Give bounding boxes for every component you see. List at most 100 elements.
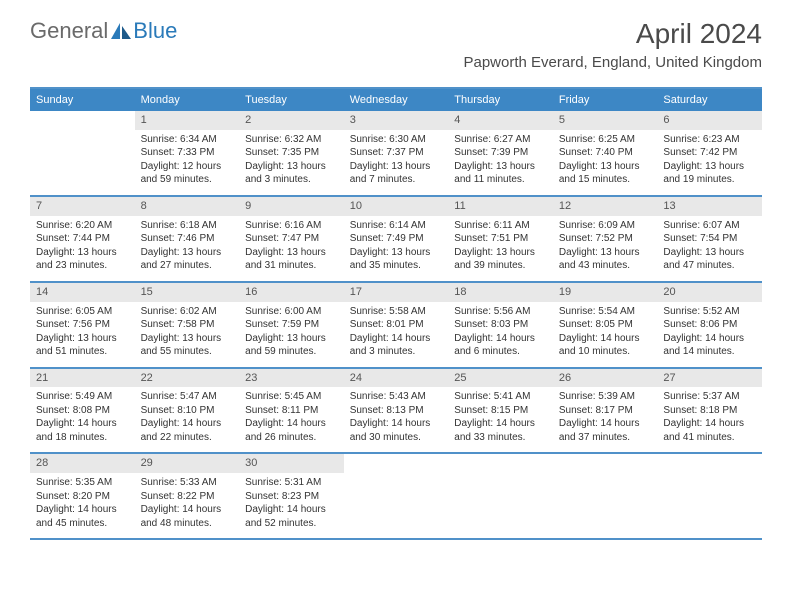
sunset-text: Sunset: 8:23 PM	[245, 490, 338, 504]
day-header: Thursday	[448, 89, 553, 111]
sunrise-text: Sunrise: 6:25 AM	[559, 133, 652, 147]
day-cell: 8Sunrise: 6:18 AMSunset: 7:46 PMDaylight…	[135, 197, 240, 281]
day-cell: 15Sunrise: 6:02 AMSunset: 7:58 PMDayligh…	[135, 283, 240, 367]
day-cell	[657, 454, 762, 538]
sunrise-text: Sunrise: 6:11 AM	[454, 219, 547, 233]
daylight-text: Daylight: 14 hours and 18 minutes.	[36, 417, 129, 444]
daylight-text: Daylight: 14 hours and 45 minutes.	[36, 503, 129, 530]
sunset-text: Sunset: 8:05 PM	[559, 318, 652, 332]
sunset-text: Sunset: 8:22 PM	[141, 490, 234, 504]
day-number: 29	[135, 454, 240, 473]
sunrise-text: Sunrise: 6:30 AM	[350, 133, 443, 147]
day-cell: 12Sunrise: 6:09 AMSunset: 7:52 PMDayligh…	[553, 197, 658, 281]
sunset-text: Sunset: 7:46 PM	[141, 232, 234, 246]
day-cell: 5Sunrise: 6:25 AMSunset: 7:40 PMDaylight…	[553, 111, 658, 195]
day-number: 22	[135, 369, 240, 388]
day-cell: 1 Sunrise: 6:34 AMSunset: 7:33 PMDaylight…	[135, 111, 240, 195]
day-header: Tuesday	[239, 89, 344, 111]
day-cell: 9Sunrise: 6:16 AMSunset: 7:47 PMDaylight…	[239, 197, 344, 281]
sunset-text: Sunset: 8:20 PM	[36, 490, 129, 504]
daylight-text: Daylight: 13 hours and 11 minutes.	[454, 160, 547, 187]
sunset-text: Sunset: 7:51 PM	[454, 232, 547, 246]
day-number: 14	[30, 283, 135, 302]
daylight-text: Daylight: 13 hours and 55 minutes.	[141, 332, 234, 359]
sunrise-text: Sunrise: 6:27 AM	[454, 133, 547, 147]
day-number: 1	[135, 111, 240, 130]
sunset-text: Sunset: 7:49 PM	[350, 232, 443, 246]
day-cell: 30Sunrise: 5:31 AMSunset: 8:23 PMDayligh…	[239, 454, 344, 538]
sunrise-text: Sunrise: 5:45 AM	[245, 390, 338, 404]
day-cell: 4Sunrise: 6:27 AMSunset: 7:39 PMDaylight…	[448, 111, 553, 195]
sunrise-text: Sunrise: 6:16 AM	[245, 219, 338, 233]
sunset-text: Sunset: 7:39 PM	[454, 146, 547, 160]
sunrise-text: Sunrise: 6:02 AM	[141, 305, 234, 319]
daylight-text: Daylight: 12 hours and 59 minutes.	[141, 160, 234, 187]
calendar: Sunday Monday Tuesday Wednesday Thursday…	[30, 87, 762, 540]
sunset-text: Sunset: 7:54 PM	[663, 232, 756, 246]
month-title: April 2024	[463, 18, 762, 50]
sunset-text: Sunset: 7:52 PM	[559, 232, 652, 246]
day-number: 3	[344, 111, 449, 130]
day-number: 16	[239, 283, 344, 302]
daylight-text: Daylight: 13 hours and 35 minutes.	[350, 246, 443, 273]
day-cell: 3 Sunrise: 6:30 AMSunset: 7:37 PMDaylight…	[344, 111, 449, 195]
sunrise-text: Sunrise: 6:07 AM	[663, 219, 756, 233]
sunrise-text: Sunrise: 5:39 AM	[559, 390, 652, 404]
sunrise-text: Sunrise: 5:43 AM	[350, 390, 443, 404]
day-number: 8	[135, 197, 240, 216]
sunrise-text: Sunrise: 6:05 AM	[36, 305, 129, 319]
day-cell: 16Sunrise: 6:00 AMSunset: 7:59 PMDayligh…	[239, 283, 344, 367]
day-headers: Sunday Monday Tuesday Wednesday Thursday…	[30, 89, 762, 111]
day-cell: 20Sunrise: 5:52 AMSunset: 8:06 PMDayligh…	[657, 283, 762, 367]
sunrise-text: Sunrise: 5:41 AM	[454, 390, 547, 404]
sunrise-text: Sunrise: 5:52 AM	[663, 305, 756, 319]
title-block: April 2024 Papworth Everard, England, Un…	[463, 18, 762, 71]
day-number: 24	[344, 369, 449, 388]
day-number: 9	[239, 197, 344, 216]
sunset-text: Sunset: 8:10 PM	[141, 404, 234, 418]
daylight-text: Daylight: 13 hours and 3 minutes.	[245, 160, 338, 187]
week-row: 14Sunrise: 6:05 AMSunset: 7:56 PMDayligh…	[30, 283, 762, 369]
daylight-text: Daylight: 13 hours and 7 minutes.	[350, 160, 443, 187]
daylight-text: Daylight: 14 hours and 26 minutes.	[245, 417, 338, 444]
day-number: 2	[239, 111, 344, 130]
sunrise-text: Sunrise: 6:34 AM	[141, 133, 234, 147]
day-number: 19	[553, 283, 658, 302]
sunrise-text: Sunrise: 6:09 AM	[559, 219, 652, 233]
day-number: 20	[657, 283, 762, 302]
day-number: 25	[448, 369, 553, 388]
day-number: 6	[657, 111, 762, 130]
sunset-text: Sunset: 8:06 PM	[663, 318, 756, 332]
day-cell: 24Sunrise: 5:43 AMSunset: 8:13 PMDayligh…	[344, 369, 449, 453]
week-row: 28Sunrise: 5:35 AMSunset: 8:20 PMDayligh…	[30, 454, 762, 540]
day-header: Monday	[135, 89, 240, 111]
day-cell: 23Sunrise: 5:45 AMSunset: 8:11 PMDayligh…	[239, 369, 344, 453]
daylight-text: Daylight: 14 hours and 52 minutes.	[245, 503, 338, 530]
sunrise-text: Sunrise: 5:49 AM	[36, 390, 129, 404]
day-number: 28	[30, 454, 135, 473]
logo: General Blue	[30, 18, 177, 44]
daylight-text: Daylight: 14 hours and 37 minutes.	[559, 417, 652, 444]
sunset-text: Sunset: 8:13 PM	[350, 404, 443, 418]
day-number: 5	[553, 111, 658, 130]
daylight-text: Daylight: 14 hours and 41 minutes.	[663, 417, 756, 444]
week-row: 7Sunrise: 6:20 AMSunset: 7:44 PMDaylight…	[30, 197, 762, 283]
day-cell	[344, 454, 449, 538]
day-number: 15	[135, 283, 240, 302]
day-cell: 6Sunrise: 6:23 AMSunset: 7:42 PMDaylight…	[657, 111, 762, 195]
daylight-text: Daylight: 13 hours and 59 minutes.	[245, 332, 338, 359]
sunrise-text: Sunrise: 6:00 AM	[245, 305, 338, 319]
sunrise-text: Sunrise: 5:31 AM	[245, 476, 338, 490]
sunset-text: Sunset: 7:37 PM	[350, 146, 443, 160]
day-number: 18	[448, 283, 553, 302]
daylight-text: Daylight: 14 hours and 22 minutes.	[141, 417, 234, 444]
day-number: 23	[239, 369, 344, 388]
day-number: 12	[553, 197, 658, 216]
day-number: 13	[657, 197, 762, 216]
weeks: 1Sunrise: 6:34 AMSunset: 7:33 PMDaylight…	[30, 111, 762, 540]
day-cell: 21Sunrise: 5:49 AMSunset: 8:08 PMDayligh…	[30, 369, 135, 453]
sunset-text: Sunset: 7:33 PM	[141, 146, 234, 160]
day-cell: 25Sunrise: 5:41 AMSunset: 8:15 PMDayligh…	[448, 369, 553, 453]
week-row: 21Sunrise: 5:49 AMSunset: 8:08 PMDayligh…	[30, 369, 762, 455]
sunrise-text: Sunrise: 5:58 AM	[350, 305, 443, 319]
